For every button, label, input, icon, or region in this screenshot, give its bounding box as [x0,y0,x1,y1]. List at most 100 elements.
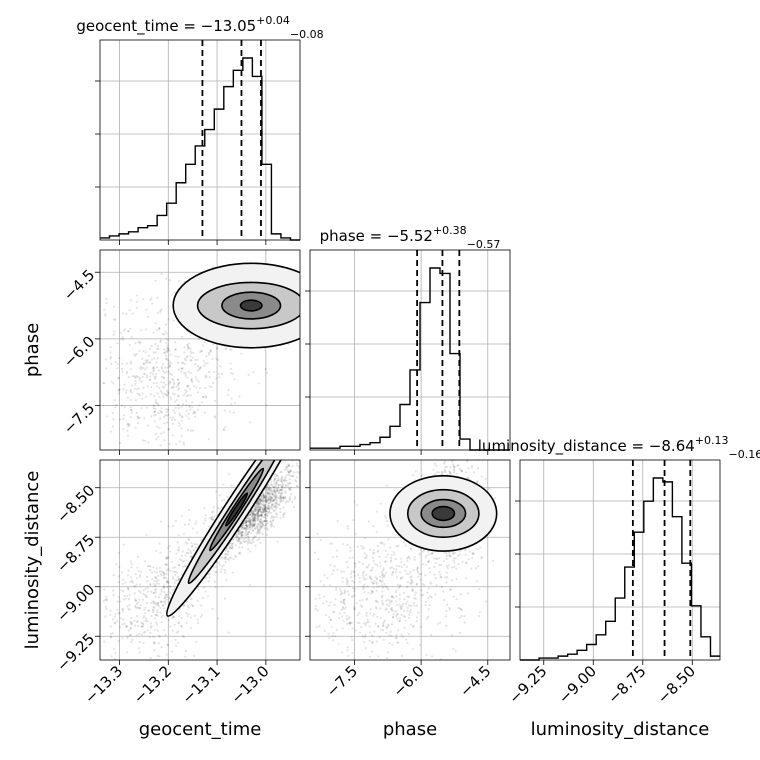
sample-point [138,607,141,610]
sample-point [237,529,240,532]
sample-point [165,462,167,464]
sample-point [304,482,306,484]
sample-point [165,581,168,584]
sample-point [264,509,267,513]
sample-point [213,371,216,374]
sample-point [189,603,192,606]
sample-point [119,617,122,620]
sample-point [260,506,263,509]
sample-point [301,319,303,321]
sample-point [287,471,290,474]
sample-point [221,555,224,559]
sample-point [104,615,107,618]
sample-point [263,504,266,507]
sample-point [253,523,256,526]
sample-point [163,586,166,589]
sample-point [160,621,163,624]
sample-point [166,593,169,596]
sample-point [270,525,273,528]
sample-point [177,368,180,371]
sample-point [267,486,270,490]
sample-point [272,485,275,488]
sample-point [378,555,381,558]
sample-point [251,539,254,542]
sample-point [171,378,174,381]
sample-point [235,535,238,538]
sample-point [199,386,202,389]
sample-point [267,493,270,496]
sample-point [240,534,243,537]
sample-point [167,546,170,549]
sample-point [265,486,269,489]
sample-point [256,513,259,516]
sample-point [280,492,283,495]
sample-point [253,527,256,531]
sample-point [253,519,256,522]
sample-point [157,327,160,330]
sample-point [177,407,180,410]
sample-point [237,537,240,540]
sample-point [287,473,291,476]
sample-point [378,636,381,639]
sample-point [144,453,146,455]
sample-point [262,504,265,507]
sample-point [258,528,261,531]
sample-point [235,533,238,536]
sample-point [103,308,106,311]
sample-point [211,607,214,611]
sample-point [121,362,124,365]
sample-point [165,346,169,349]
sample-point [229,367,233,370]
sample-point [150,358,154,361]
sample-point [120,337,123,340]
sample-point [266,514,269,517]
sample-point [152,602,155,605]
sample-point [138,416,141,419]
sample-point [169,365,172,368]
sample-point [173,411,176,414]
sample-point [249,511,252,515]
sample-point [407,595,410,599]
sample-point [171,385,174,388]
sample-point [94,616,96,618]
sample-point [296,462,299,465]
sample-point [166,581,170,584]
sample-point [175,385,178,388]
sample-point [118,566,121,569]
sample-point [161,333,164,336]
sample-point [335,549,339,552]
sample-point [274,484,278,487]
sample-point [465,577,468,580]
sample-point [289,489,292,492]
sample-point [162,586,165,589]
sample-point [255,502,259,505]
sample-point [210,517,213,520]
sample-point [212,381,215,384]
sample-point [195,378,198,381]
sample-point [178,577,181,580]
sample-point [255,511,258,515]
sample-point [301,312,303,314]
sample-point [478,588,481,591]
sample-point [260,514,263,517]
sample-point [257,508,260,511]
sample-point [431,453,433,455]
sample-point [149,298,152,301]
sample-point [362,546,365,549]
sample-point [230,544,233,548]
sample-point [343,590,347,593]
sample-point [265,495,268,498]
sample-point [151,608,155,611]
sample-point [231,546,234,549]
sample-point [213,515,216,518]
sample-point [208,576,211,579]
sample-point [177,621,180,624]
sample-point [266,528,269,531]
sample-point [118,357,121,360]
sample-point [440,576,443,579]
sample-point [187,342,190,345]
sample-point [237,537,241,540]
sample-point [125,372,128,375]
sample-point [174,341,177,344]
sample-point [133,375,136,378]
